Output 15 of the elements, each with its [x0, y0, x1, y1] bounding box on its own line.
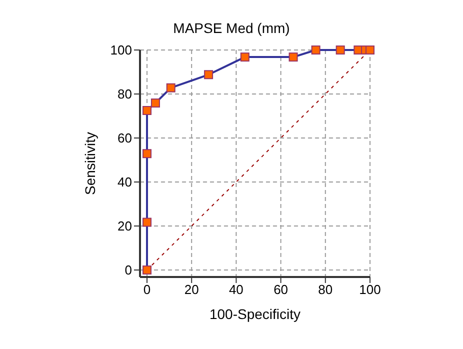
- y-tick-label: 0: [124, 262, 132, 278]
- x-tick-label: 40: [228, 282, 244, 298]
- x-tick-label: 0: [143, 282, 151, 298]
- y-tick-label: 60: [118, 130, 132, 146]
- y-tick-label: 40: [118, 174, 132, 190]
- chart-title: MAPSE Med (mm): [172, 20, 291, 36]
- x-tick-label: 20: [184, 282, 199, 298]
- y-tick-label: 80: [118, 86, 132, 102]
- x-tick-label: 80: [318, 282, 333, 298]
- x-tick-label: 60: [274, 282, 288, 298]
- y-axis-title: Sensitivity: [82, 132, 98, 196]
- y-tick-label: 20: [118, 218, 132, 234]
- x-axis-title: 100-Specificity: [209, 306, 301, 322]
- y-tick-label: 100: [110, 42, 132, 58]
- x-tick-label: 100: [359, 282, 381, 298]
